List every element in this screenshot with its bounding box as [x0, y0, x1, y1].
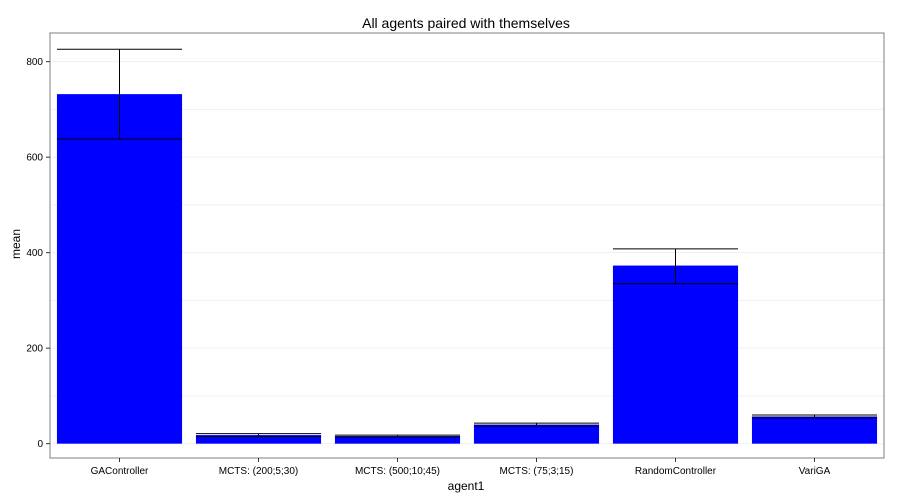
x-axis-title: agent1: [448, 479, 485, 493]
chart-title: All agents paired with themselves: [362, 15, 570, 31]
gridlines: [50, 61, 884, 445]
error-bars: [56, 48, 878, 438]
x-tick-label: MCTS: (500;10;45): [355, 466, 440, 477]
error-bar-3: [473, 422, 600, 427]
bar-4: [612, 265, 739, 444]
y-tick-label: 200: [26, 344, 43, 355]
y-axis-title: mean: [9, 229, 23, 259]
error-bar-0: [56, 48, 183, 140]
error-bar-4: [612, 248, 739, 285]
bar-1: [195, 435, 322, 444]
x-tick-label: MCTS: (200;5;30): [219, 466, 298, 477]
plot-panel-border: [49, 32, 885, 459]
bar-3: [473, 424, 600, 444]
x-tick-label: RandomController: [635, 466, 717, 477]
y-tick-label: 600: [26, 153, 43, 164]
bars: [56, 94, 878, 444]
y-tick-label: 400: [26, 248, 43, 259]
y-tick-label: 800: [26, 57, 43, 68]
x-tick-label: VariGA: [799, 466, 831, 477]
x-axis: GAController MCTS: (200;5;30) MCTS: (500;1…: [91, 458, 831, 477]
error-bar-5: [751, 414, 878, 419]
y-tick-label: 0: [37, 439, 43, 450]
bar-2: [334, 436, 461, 444]
x-tick-label: GAController: [91, 466, 149, 477]
bar-5: [751, 416, 878, 444]
x-tick-label: MCTS: (75;3;15): [500, 466, 574, 477]
bar-0: [56, 94, 183, 444]
error-bar-1: [195, 433, 322, 438]
y-axis: 0 200 400 600 800: [26, 57, 50, 450]
error-bar-2: [334, 434, 461, 438]
